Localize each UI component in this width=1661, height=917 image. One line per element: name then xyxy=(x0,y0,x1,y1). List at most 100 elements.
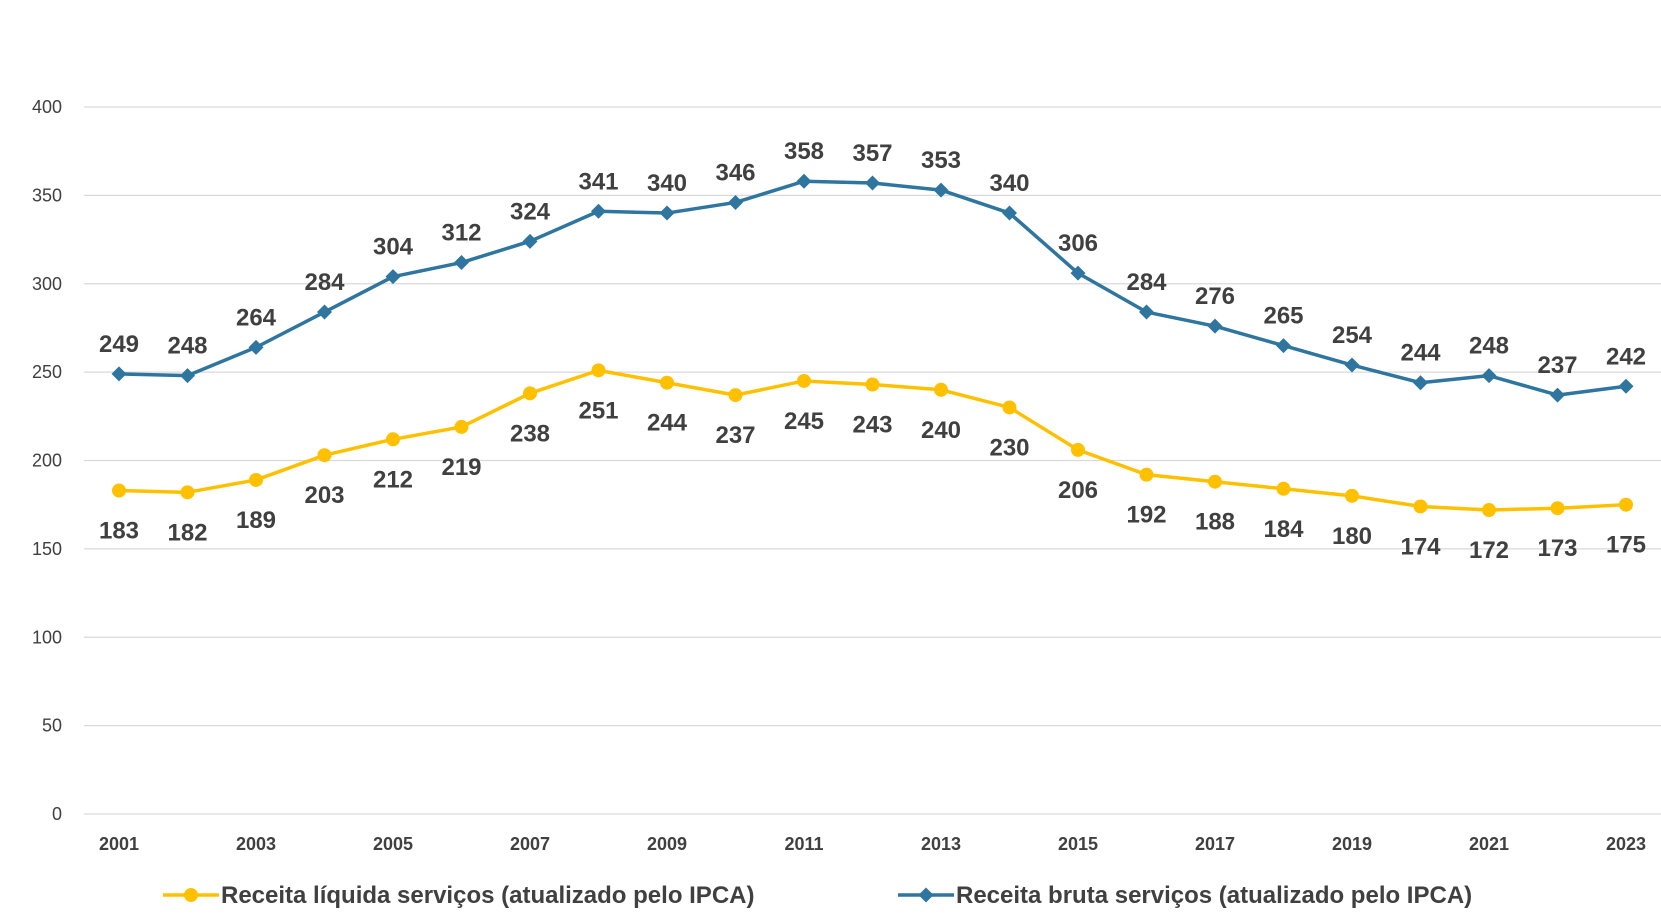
y-tick-label: 250 xyxy=(32,362,62,382)
data-label: 324 xyxy=(510,198,551,225)
data-label: 357 xyxy=(852,140,892,167)
data-label: 306 xyxy=(1058,230,1098,257)
data-label: 249 xyxy=(99,331,139,358)
x-tick-label: 2023 xyxy=(1606,834,1646,854)
data-point-marker xyxy=(1550,501,1565,516)
x-tick-label: 2005 xyxy=(373,834,413,854)
data-point-marker xyxy=(249,472,263,487)
series-receita-liquida xyxy=(112,363,1633,517)
data-point-marker xyxy=(728,388,743,403)
data-point-marker xyxy=(1413,375,1428,391)
data-label: 183 xyxy=(99,518,139,545)
data-label: 341 xyxy=(578,168,618,195)
x-tick-label: 2007 xyxy=(510,834,550,854)
data-point-marker xyxy=(1276,481,1291,496)
data-point-marker xyxy=(934,382,948,397)
data-point-marker xyxy=(112,483,126,498)
x-tick-label: 2015 xyxy=(1058,834,1098,854)
data-label: 182 xyxy=(167,519,207,546)
data-point-marker xyxy=(591,203,606,219)
data-point-marker xyxy=(317,448,332,463)
data-label: 245 xyxy=(784,408,824,435)
data-label: 340 xyxy=(989,170,1029,197)
data-label: 254 xyxy=(1332,322,1373,349)
data-label: 244 xyxy=(647,410,688,437)
x-tick-label: 2017 xyxy=(1195,834,1235,854)
data-point-marker xyxy=(865,175,880,191)
data-label: 284 xyxy=(304,269,345,296)
data-label: 238 xyxy=(510,420,550,447)
data-label: 346 xyxy=(715,159,755,186)
data-point-marker xyxy=(1139,304,1154,320)
data-point-marker xyxy=(660,375,674,390)
data-label: 172 xyxy=(1469,537,1509,564)
data-label: 276 xyxy=(1195,283,1235,310)
data-point-marker xyxy=(797,373,811,388)
data-point-marker xyxy=(1070,265,1086,281)
data-point-marker xyxy=(1276,338,1291,354)
data-point-marker xyxy=(248,339,264,355)
data-label: 240 xyxy=(921,417,961,444)
data-label: 340 xyxy=(647,170,687,197)
data-label: 251 xyxy=(578,397,618,424)
data-point-marker xyxy=(1413,499,1428,514)
data-label: 353 xyxy=(921,147,961,174)
data-label: 265 xyxy=(1263,303,1303,330)
data-point-marker xyxy=(1207,318,1223,334)
data-label: 230 xyxy=(989,434,1029,461)
series-group xyxy=(111,173,1634,517)
legend-label: Receita líquida serviços (atualizado pel… xyxy=(221,882,754,909)
data-label: 175 xyxy=(1606,532,1646,559)
data-label: 248 xyxy=(167,333,207,360)
data-point-marker xyxy=(180,485,195,500)
data-point-marker xyxy=(1345,488,1359,503)
data-point-marker xyxy=(1002,400,1017,415)
legend: Receita líquida serviços (atualizado pel… xyxy=(163,882,1472,909)
data-label: 244 xyxy=(1400,340,1441,367)
data-point-marker xyxy=(591,363,606,378)
data-point-marker xyxy=(523,386,537,401)
data-point-marker xyxy=(1481,368,1497,384)
data-point-marker xyxy=(918,887,934,903)
data-label: 284 xyxy=(1126,269,1167,296)
data-label: 264 xyxy=(236,304,277,331)
data-label: 206 xyxy=(1058,477,1098,504)
legend-label: Receita bruta serviços (atualizado pelo … xyxy=(956,882,1472,909)
data-label: 358 xyxy=(784,138,824,165)
data-label: 242 xyxy=(1606,343,1646,370)
data-label: 192 xyxy=(1126,502,1166,529)
data-point-marker xyxy=(1208,474,1222,489)
data-label: 237 xyxy=(715,422,755,449)
x-axis-ticks: 2001 2003 2005 2007 2009 2011 2013 2015 2017 2019… xyxy=(99,834,1646,854)
x-tick-label: 2019 xyxy=(1332,834,1372,854)
legend-item-receita-liquida: Receita líquida serviços (atualizado pel… xyxy=(163,882,754,909)
data-point-marker xyxy=(454,255,469,271)
legend-item-receita-bruta: Receita bruta serviços (atualizado pelo … xyxy=(898,882,1472,909)
data-label: 188 xyxy=(1195,509,1235,536)
data-point-marker xyxy=(386,432,400,447)
data-point-marker xyxy=(1550,387,1565,403)
x-tick-label: 2013 xyxy=(921,834,961,854)
data-point-marker xyxy=(1482,502,1496,517)
data-point-marker xyxy=(111,366,127,382)
data-point-marker xyxy=(522,233,538,249)
data-point-marker xyxy=(933,182,949,198)
data-point-marker xyxy=(659,205,675,221)
y-tick-label: 300 xyxy=(32,274,62,294)
data-point-marker xyxy=(454,419,469,434)
data-label: 173 xyxy=(1537,535,1577,562)
data-point-marker xyxy=(1619,497,1633,512)
data-point-marker xyxy=(180,368,195,384)
y-tick-label: 400 xyxy=(32,97,62,117)
y-axis-ticks: 0 50 100 150 200 250 300 350 400 xyxy=(32,97,62,824)
data-point-marker xyxy=(796,173,812,189)
gridlines xyxy=(84,106,1661,815)
data-label: 180 xyxy=(1332,523,1372,550)
data-label: 312 xyxy=(441,220,481,247)
y-tick-label: 150 xyxy=(32,539,62,559)
data-point-marker xyxy=(1002,205,1017,221)
y-tick-label: 100 xyxy=(32,627,62,647)
data-point-marker xyxy=(1071,442,1085,457)
data-label: 304 xyxy=(373,234,414,261)
